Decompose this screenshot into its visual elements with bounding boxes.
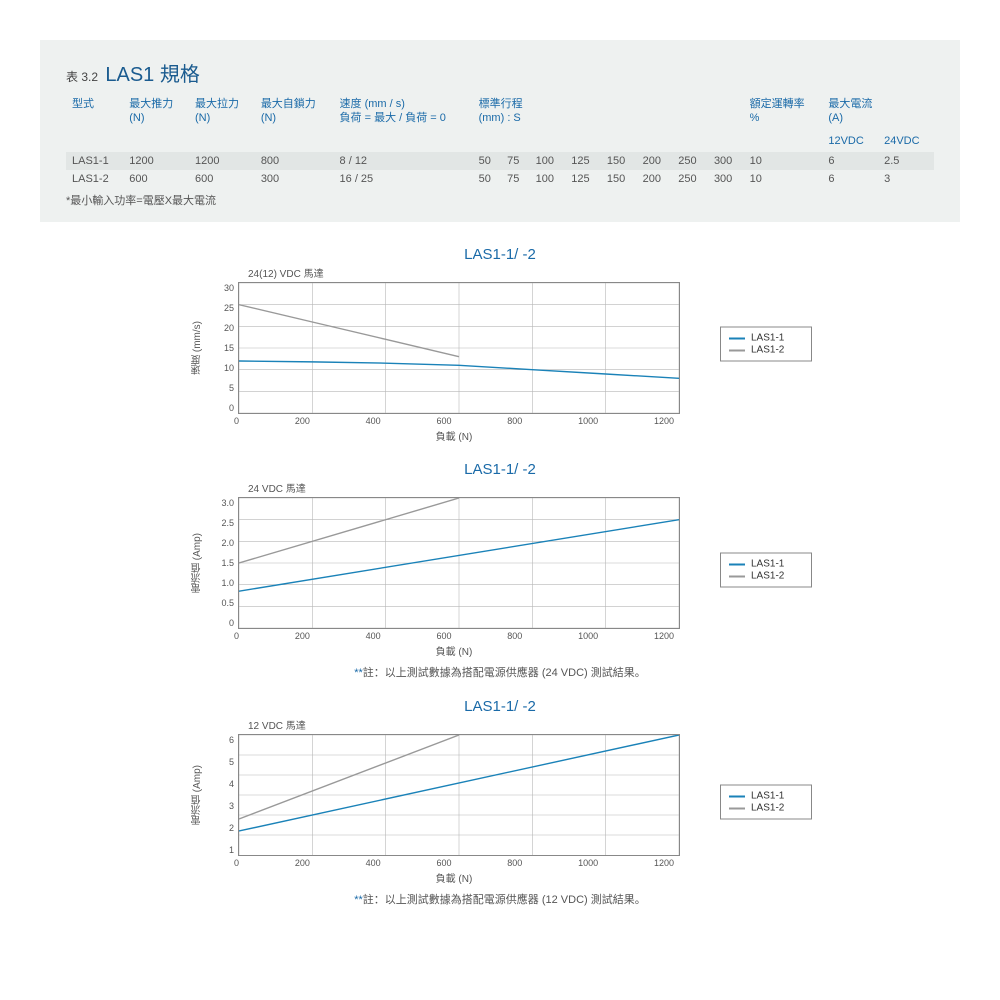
plot-area (238, 734, 680, 856)
plot-area (238, 282, 680, 414)
table-heading-prefix: 表 3.2 (66, 70, 98, 84)
spec-table-section: 表 3.2 LAS1 規格 型式最大推力(N)最大拉力(N)最大自鎖力(N)速度… (40, 40, 960, 222)
y-axis-label: 電流值 (Amp) (190, 765, 206, 825)
plot-area (238, 497, 680, 629)
chart-title: LAS1-1/ -2 (190, 461, 810, 478)
y-axis-label: 電流值 (Amp) (190, 533, 206, 593)
chart-note: **註：以上測試數據為搭配電源供應器 (12 VDC) 測試結果。 (190, 891, 810, 907)
chart-subtitle: 24(12) VDC 馬達 (248, 265, 810, 280)
table-heading-title: LAS1 規格 (105, 64, 199, 86)
x-axis-label: 負載 (N) (234, 870, 674, 885)
chart-title: LAS1-1/ -2 (190, 246, 810, 263)
chart-subtitle: 12 VDC 馬達 (248, 717, 810, 732)
spec-table: 型式最大推力(N)最大拉力(N)最大自鎖力(N)速度 (mm / s)負荷 = … (66, 93, 934, 188)
y-axis-label: 速度 (mm/s) (190, 321, 206, 375)
chart-note: **註：以上測試數據為搭配電源供應器 (24 VDC) 測試結果。 (190, 664, 810, 680)
table-heading: 表 3.2 LAS1 規格 (66, 58, 934, 87)
legend: LAS1-1LAS1-2 (720, 327, 812, 362)
chart: LAS1-1/ -224 VDC 馬達電流值 (Amp)3.02.52.01.5… (190, 461, 810, 680)
chart-title: LAS1-1/ -2 (190, 698, 810, 715)
legend: LAS1-1LAS1-2 (720, 785, 812, 820)
charts-region: LAS1-1/ -224(12) VDC 馬達速度 (mm/s)30252015… (40, 246, 960, 907)
x-axis-label: 負載 (N) (234, 643, 674, 658)
chart-subtitle: 24 VDC 馬達 (248, 480, 810, 495)
chart: LAS1-1/ -224(12) VDC 馬達速度 (mm/s)30252015… (190, 246, 810, 443)
x-axis-label: 負載 (N) (234, 428, 674, 443)
chart: LAS1-1/ -212 VDC 馬達電流值 (Amp)654321LAS1-1… (190, 698, 810, 907)
legend: LAS1-1LAS1-2 (720, 553, 812, 588)
table-footnote: *最小輸入功率=電壓X最大電流 (66, 192, 934, 208)
